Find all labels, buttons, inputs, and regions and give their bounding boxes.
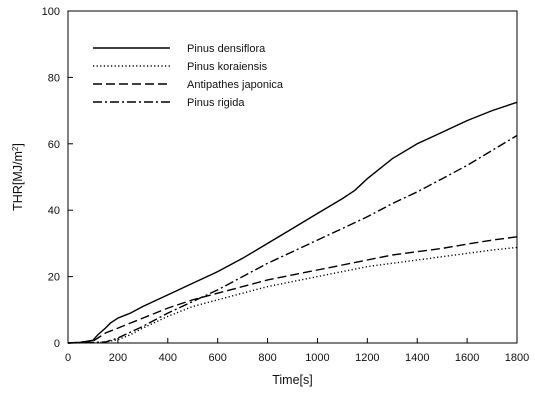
x-tick-label: 1200 [355, 352, 379, 364]
series-line-1 [67, 101, 518, 344]
x-tick-label: 1800 [505, 352, 529, 364]
legend-label-2: Pinus koraiensis [187, 61, 268, 73]
y-tick-label: 80 [48, 72, 60, 84]
y-axis-title: THR[MJ/m2] [11, 143, 25, 211]
y-tick-label: 100 [42, 6, 60, 18]
x-tick-label: 0 [65, 352, 71, 364]
series-line-4 [67, 134, 518, 344]
y-tick-label: 20 [48, 272, 60, 284]
series-lines [67, 101, 518, 344]
x-tick-label: 600 [208, 352, 226, 364]
legend-label-4: Pinus rigida [187, 97, 245, 109]
legend: Pinus densiflora Pinus koraiensis Antipath… [93, 43, 284, 109]
x-tick-label: 200 [109, 352, 127, 364]
x-tick-label: 1000 [305, 352, 329, 364]
y-axis-title-base: THR[MJ/m [11, 151, 25, 211]
x-axis-title: Time[s] [272, 373, 313, 387]
y-axis-title-close: ] [11, 143, 25, 146]
x-tick-label: 1600 [455, 352, 479, 364]
y-axis-title-sup: 2 [11, 146, 20, 151]
x-tick-label: 400 [159, 352, 177, 364]
x-tick-label: 800 [258, 352, 276, 364]
legend-label-3: Antipathes japonica [187, 79, 284, 91]
plot-frame [67, 10, 518, 344]
legend-label-1: Pinus densiflora [187, 43, 266, 55]
y-tick-label: 60 [48, 139, 60, 151]
series-line-3 [67, 236, 518, 344]
series-line-2 [67, 246, 518, 344]
x-tick-label: 1400 [405, 352, 429, 364]
y-tick-label: 40 [48, 205, 60, 217]
axis-ticks: 0 200 400 600 800 1000 1200 1400 1600 1800 0 20 40 60… [42, 6, 530, 364]
y-tick-label: 0 [54, 338, 60, 350]
